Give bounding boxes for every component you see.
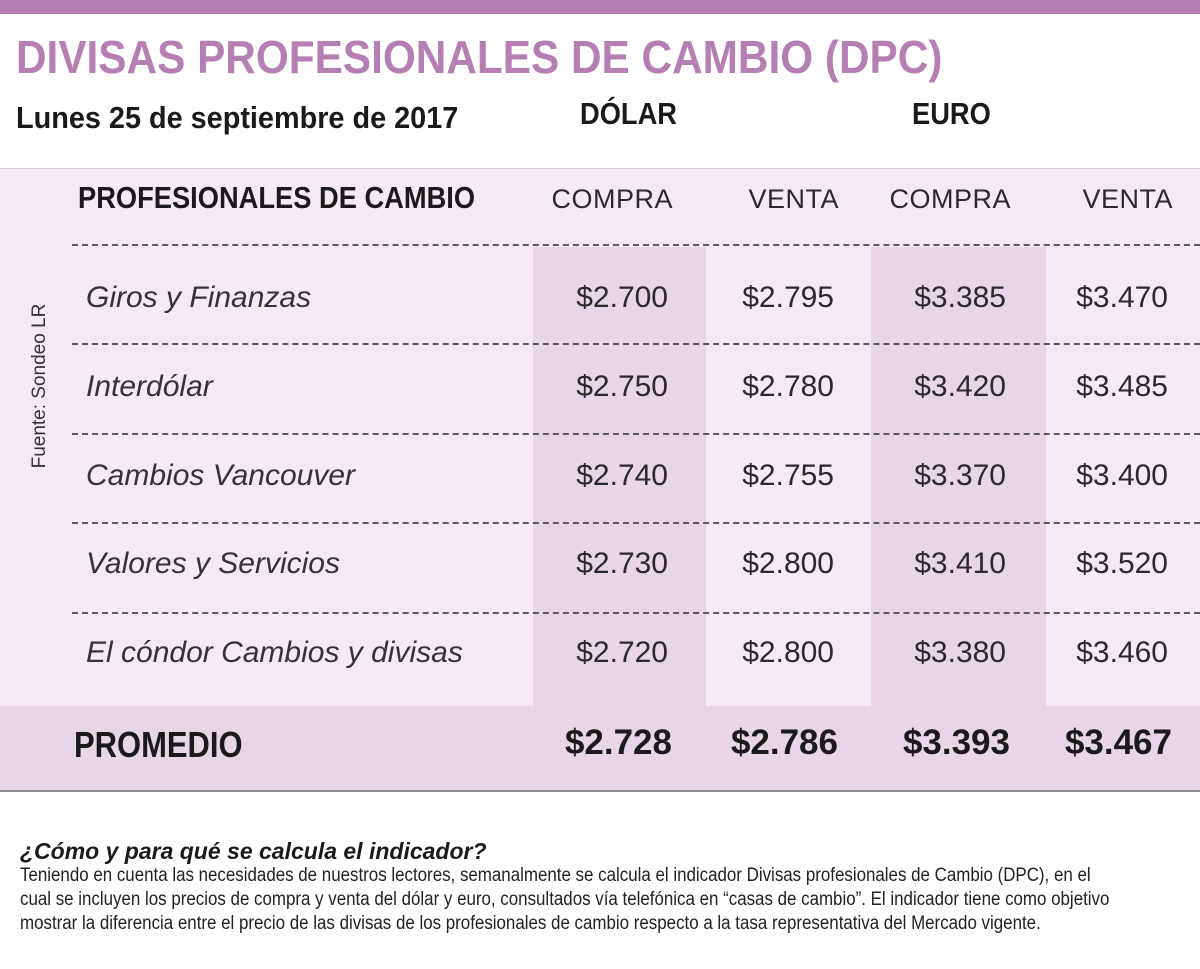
row-name: El cóndor Cambios y divisas — [86, 636, 463, 669]
table-cell: $3.420 — [914, 370, 1006, 403]
table-cell: $2.750 — [576, 370, 668, 403]
table-cell: $3.385 — [914, 281, 1006, 314]
average-value: $2.728 — [564, 723, 672, 762]
table-cell: $2.755 — [742, 459, 834, 492]
table-cell: $2.795 — [742, 281, 834, 314]
table-cell: $3.410 — [914, 547, 1006, 580]
column-shade-dolar-compra — [533, 247, 706, 707]
note-text: Teniendo en cuenta las necesidades de nu… — [20, 865, 1110, 934]
rates-table — [0, 168, 1200, 791]
source-note: Fuente: Sondeo LR — [29, 303, 50, 469]
column-header-dolar-compra: COMPRA — [551, 184, 673, 214]
average-value: $3.467 — [1064, 723, 1172, 762]
table-cell: $3.520 — [1076, 547, 1168, 580]
row-divider — [72, 522, 1200, 524]
table-cell: $2.800 — [742, 547, 834, 580]
row-divider — [72, 244, 1200, 246]
row-name: Giros y Finanzas — [86, 281, 312, 314]
table-cell: $2.730 — [576, 547, 668, 580]
row-name: Cambios Vancouver — [86, 459, 356, 492]
table-cell: $2.700 — [576, 281, 668, 314]
column-header-euro-compra: COMPRA — [889, 184, 1011, 214]
date-label: Lunes 25 de septiembre de 2017 — [16, 100, 459, 135]
average-value: $2.786 — [730, 723, 838, 762]
table-cell: $3.470 — [1076, 281, 1168, 314]
table-cell: $3.485 — [1076, 370, 1168, 403]
table-cell: $2.780 — [742, 370, 834, 403]
currency-heading-euro: EURO — [912, 96, 991, 131]
table-cell: $3.460 — [1076, 636, 1168, 669]
table-cell: $2.740 — [576, 459, 668, 492]
row-name: Valores y Servicios — [86, 547, 340, 580]
average-label: PROMEDIO — [74, 724, 243, 765]
row-divider — [72, 433, 1200, 435]
table-bottom-rule — [0, 790, 1200, 792]
average-row — [0, 706, 1200, 790]
page-title: DIVISAS PROFESIONALES DE CAMBIO (DPC) — [16, 31, 943, 83]
table-cell: $2.800 — [742, 636, 834, 669]
average-value: $3.393 — [902, 723, 1010, 762]
table-cell: $3.380 — [914, 636, 1006, 669]
note-question: ¿Cómo y para qué se calcula el indicador… — [20, 838, 487, 864]
row-divider — [72, 612, 1200, 614]
column-header-euro-venta: VENTA — [1082, 184, 1173, 214]
top-accent-bar — [0, 0, 1200, 14]
row-divider — [72, 343, 1200, 345]
currency-heading-dolar: DÓLAR — [580, 96, 677, 131]
column-header-dolar-venta: VENTA — [748, 184, 839, 214]
table-header-label: PROFESIONALES DE CAMBIO — [78, 180, 476, 215]
table-cell: $3.400 — [1076, 459, 1168, 492]
table-cell: $3.370 — [914, 459, 1006, 492]
table-cell: $2.720 — [576, 636, 668, 669]
row-name: Interdólar — [86, 370, 213, 403]
column-shade-euro-compra — [871, 247, 1046, 707]
